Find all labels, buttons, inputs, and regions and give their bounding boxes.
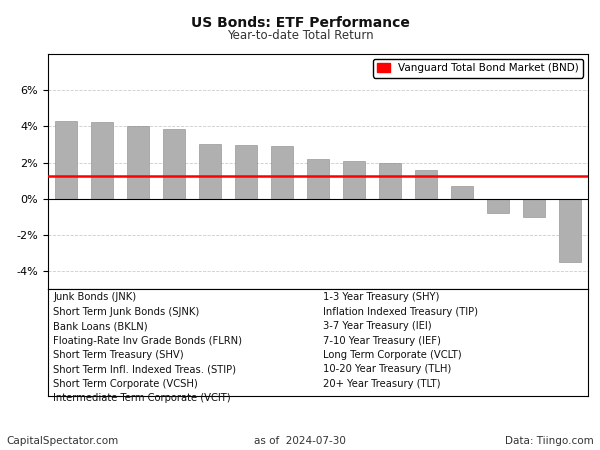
Bar <box>271 146 293 199</box>
Legend: Vanguard Total Bond Market (BND): Vanguard Total Bond Market (BND) <box>373 59 583 77</box>
Bar <box>415 170 437 199</box>
Text: as of  2024-07-30: as of 2024-07-30 <box>254 436 346 446</box>
Text: Data: Tiingo.com: Data: Tiingo.com <box>505 436 594 446</box>
Bar <box>235 145 257 199</box>
Bar <box>199 144 221 199</box>
Bar <box>343 161 365 199</box>
Bar <box>91 122 113 199</box>
Bar <box>559 199 581 262</box>
Text: CapitalSpectator.com: CapitalSpectator.com <box>6 436 118 446</box>
Text: US Bonds: ETF Performance: US Bonds: ETF Performance <box>191 16 409 30</box>
Bar <box>163 129 185 199</box>
Bar <box>451 186 473 199</box>
Text: 1-3 Year Treasury (SHY)
Inflation Indexed Treasury (TIP)
3-7 Year Treasury (IEI): 1-3 Year Treasury (SHY) Inflation Indexe… <box>323 292 478 403</box>
Bar <box>307 159 329 199</box>
Bar <box>127 126 149 199</box>
Text: Year-to-date Total Return: Year-to-date Total Return <box>227 29 373 42</box>
Text: Junk Bonds (JNK)
Short Term Junk Bonds (SJNK)
Bank Loans (BKLN)
Floating-Rate In: Junk Bonds (JNK) Short Term Junk Bonds (… <box>53 292 242 403</box>
Bar <box>379 162 401 199</box>
Bar <box>487 199 509 213</box>
Bar <box>523 199 545 217</box>
Bar <box>55 121 77 199</box>
